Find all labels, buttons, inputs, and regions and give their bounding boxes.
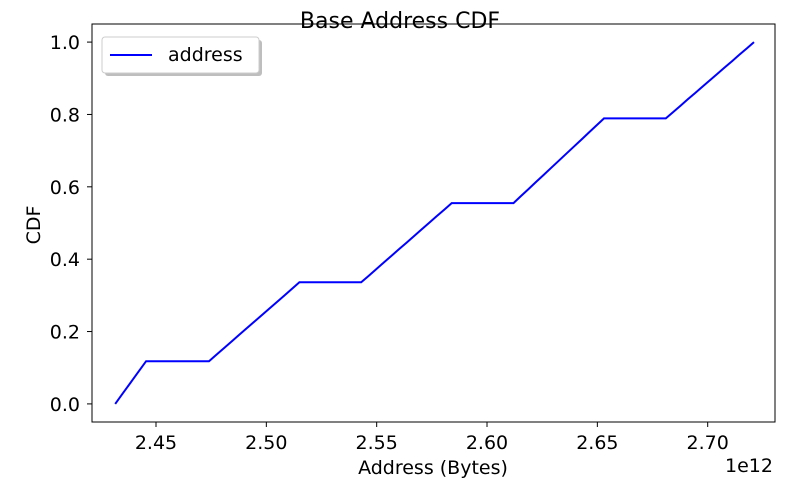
legend-label: address [168, 44, 243, 66]
y-tick-label: 0.2 [50, 322, 80, 344]
x-axis-offset-label: 1e12 [725, 455, 773, 477]
x-tick-label: 2.65 [576, 432, 618, 454]
y-tick-label: 0.6 [50, 177, 80, 199]
y-tick-label: 0.4 [50, 249, 80, 271]
y-axis: 0.0 0.2 0.4 0.6 0.8 1.0 [50, 32, 92, 416]
series-line-address [114, 41, 755, 405]
legend: address [101, 36, 262, 76]
x-axis-label: Address (Bytes) [358, 457, 508, 479]
x-tick-label: 2.55 [356, 432, 398, 454]
y-tick-label: 0.8 [50, 104, 80, 126]
plot-area [91, 23, 776, 423]
y-tick-label: 0.0 [50, 394, 80, 416]
x-tick-label: 2.70 [687, 432, 729, 454]
x-tick-label: 2.45 [135, 432, 177, 454]
y-axis-label: CDF [23, 206, 45, 245]
y-tick-label: 1.0 [50, 32, 80, 54]
x-tick-label: 2.50 [245, 432, 287, 454]
x-tick-label: 2.60 [466, 432, 508, 454]
series-layer [114, 41, 755, 405]
chart-title: Base Address CDF [300, 9, 500, 34]
x-axis: 2.45 2.50 2.55 2.60 2.65 2.70 [135, 422, 729, 454]
legend-box [101, 36, 260, 74]
